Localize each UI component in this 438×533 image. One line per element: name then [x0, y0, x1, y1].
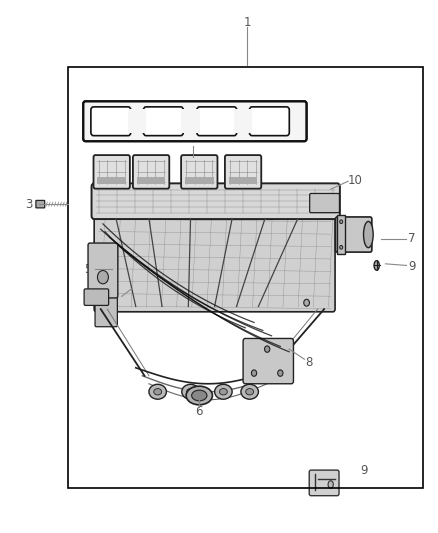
FancyBboxPatch shape — [92, 183, 340, 219]
Text: 9: 9 — [408, 260, 416, 273]
FancyBboxPatch shape — [84, 289, 109, 305]
Ellipse shape — [364, 221, 373, 248]
Ellipse shape — [328, 481, 333, 488]
Bar — [180, 109, 199, 133]
FancyBboxPatch shape — [250, 107, 289, 136]
Text: 2: 2 — [189, 154, 197, 166]
Text: 7: 7 — [408, 232, 416, 245]
Text: 5: 5 — [84, 263, 91, 276]
FancyBboxPatch shape — [88, 243, 118, 298]
Bar — [128, 109, 146, 133]
FancyBboxPatch shape — [309, 470, 339, 496]
Bar — [68, 67, 423, 488]
Bar — [337, 215, 345, 254]
Ellipse shape — [192, 390, 207, 401]
Ellipse shape — [154, 389, 162, 395]
Ellipse shape — [304, 300, 309, 306]
Bar — [229, 177, 258, 184]
FancyBboxPatch shape — [243, 338, 293, 384]
FancyBboxPatch shape — [91, 107, 131, 136]
Text: 4: 4 — [111, 292, 119, 305]
Ellipse shape — [246, 389, 254, 395]
FancyBboxPatch shape — [197, 107, 237, 136]
Ellipse shape — [187, 389, 194, 395]
Ellipse shape — [149, 384, 166, 399]
Text: 10: 10 — [347, 174, 362, 187]
Ellipse shape — [374, 261, 379, 270]
Ellipse shape — [251, 370, 257, 376]
FancyBboxPatch shape — [95, 292, 117, 327]
Ellipse shape — [278, 370, 283, 376]
Ellipse shape — [215, 384, 232, 399]
Ellipse shape — [219, 389, 227, 395]
Text: 6: 6 — [195, 405, 203, 418]
Ellipse shape — [186, 386, 212, 405]
FancyBboxPatch shape — [143, 107, 183, 136]
Ellipse shape — [97, 271, 108, 284]
Ellipse shape — [340, 245, 343, 249]
Bar — [137, 177, 166, 184]
FancyBboxPatch shape — [93, 155, 130, 189]
FancyBboxPatch shape — [94, 213, 335, 312]
FancyBboxPatch shape — [181, 155, 217, 189]
FancyBboxPatch shape — [336, 217, 372, 252]
Ellipse shape — [265, 346, 270, 352]
Text: 3: 3 — [25, 198, 32, 211]
Text: 8: 8 — [305, 356, 312, 369]
Ellipse shape — [340, 220, 343, 223]
Ellipse shape — [241, 384, 258, 399]
FancyBboxPatch shape — [133, 155, 169, 189]
Bar — [185, 177, 214, 184]
Ellipse shape — [182, 384, 199, 399]
Bar — [97, 177, 126, 184]
Bar — [234, 109, 252, 133]
Text: 1: 1 — [244, 16, 251, 29]
FancyBboxPatch shape — [310, 193, 339, 213]
Text: 9: 9 — [360, 464, 367, 477]
FancyBboxPatch shape — [83, 101, 307, 141]
FancyBboxPatch shape — [225, 155, 261, 189]
FancyBboxPatch shape — [36, 200, 45, 208]
